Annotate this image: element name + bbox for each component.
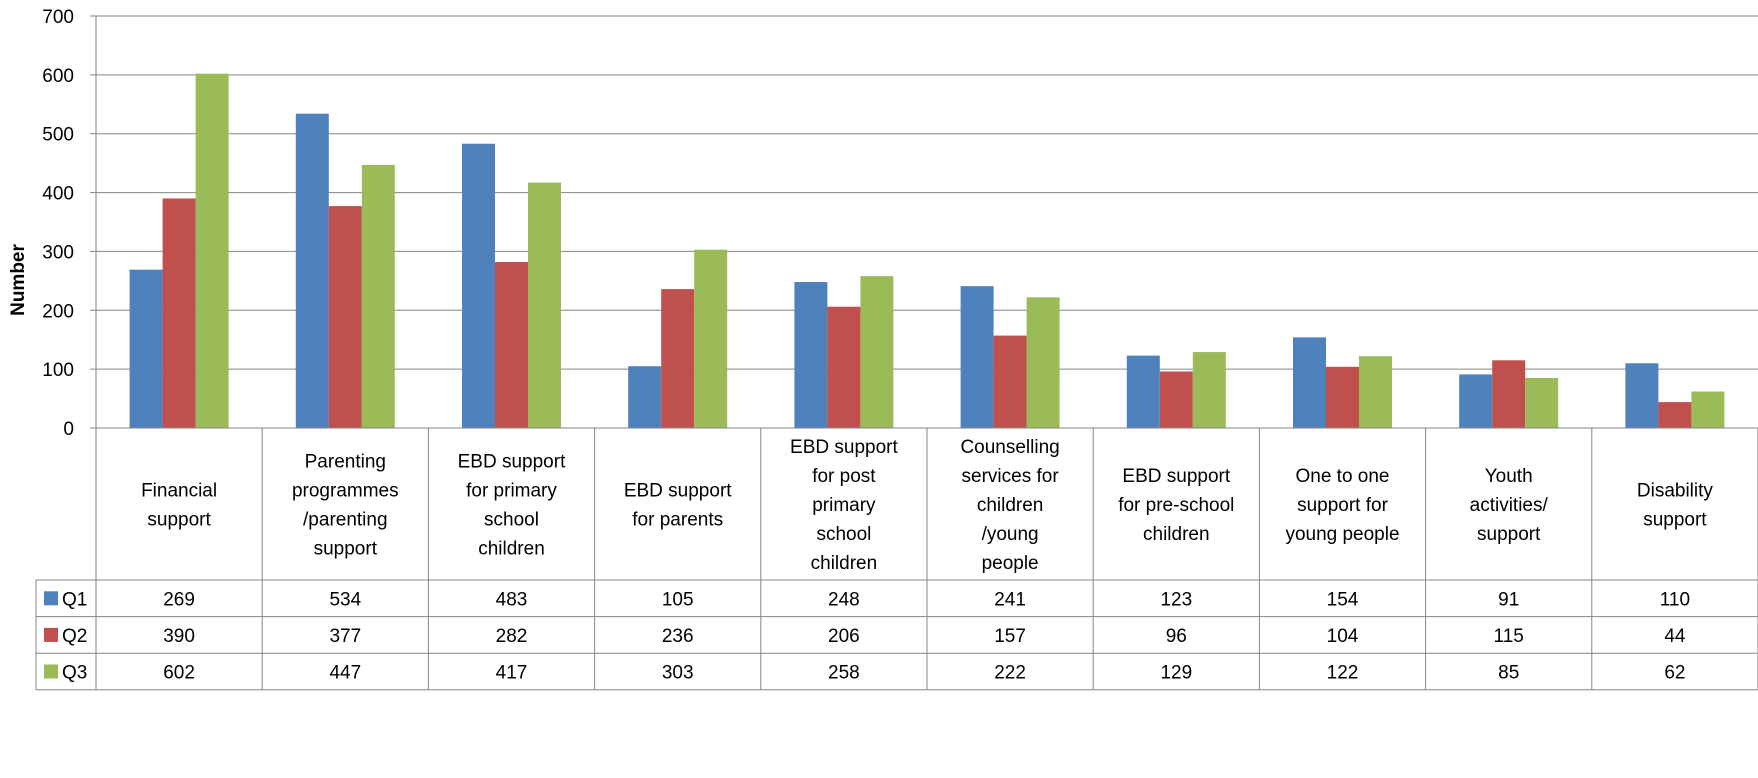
bar-q1 xyxy=(462,143,495,428)
data-label: 602 xyxy=(163,663,195,684)
y-tick-label: 300 xyxy=(42,242,74,263)
data-label: 534 xyxy=(329,589,361,610)
data-label: 248 xyxy=(828,589,860,610)
data-label: 282 xyxy=(496,626,528,647)
data-label: 115 xyxy=(1494,626,1524,647)
bar-q2 xyxy=(827,306,861,428)
bar-q2 xyxy=(495,262,528,428)
data-label: 206 xyxy=(828,626,860,647)
legend-label-q2: Q2 xyxy=(62,626,87,647)
data-label: 105 xyxy=(662,589,694,610)
y-tick-label: 400 xyxy=(42,184,74,205)
data-table: Financial support Parenting programmes/pare… xyxy=(35,427,1758,691)
category-label: EBD support for parents xyxy=(624,481,732,531)
y-axis: 0 100 200 300 400 500 600 700 xyxy=(42,7,97,440)
legend-swatch-q3 xyxy=(44,664,58,679)
data-label: 122 xyxy=(1327,663,1359,684)
bar-q3 xyxy=(1525,377,1559,428)
bar-q3 xyxy=(1691,391,1725,428)
bar-q2 xyxy=(1658,402,1692,428)
bar-q1 xyxy=(1625,363,1659,428)
data-label: 377 xyxy=(329,626,361,647)
category-label: EBD support for post primary school children xyxy=(790,437,898,574)
data-label: 44 xyxy=(1664,626,1686,647)
bar-q1 xyxy=(628,366,662,428)
y-tick-label: 700 xyxy=(42,7,74,28)
data-label: 96 xyxy=(1166,626,1187,647)
y-tick-label: 0 xyxy=(63,419,74,440)
category-label: EBD support for primary school children xyxy=(458,452,566,560)
data-label: 85 xyxy=(1498,663,1519,684)
bar-q2 xyxy=(993,335,1027,428)
bar-q3 xyxy=(361,164,395,428)
bar-q3 xyxy=(694,249,728,428)
category-label: Financial support xyxy=(141,481,217,531)
data-label: 104 xyxy=(1327,626,1359,647)
legend-label-q1: Q1 xyxy=(62,589,87,610)
y-tick-label: 100 xyxy=(42,360,74,381)
y-tick-label: 600 xyxy=(42,66,74,87)
data-label: 222 xyxy=(994,663,1026,684)
bars xyxy=(129,73,1725,429)
bar-q3 xyxy=(1192,352,1226,428)
data-label: 241 xyxy=(994,589,1026,610)
bar-q2 xyxy=(661,289,695,428)
category-label: Disability support xyxy=(1637,481,1714,531)
data-label: 236 xyxy=(662,626,694,647)
data-label: 303 xyxy=(662,663,694,684)
data-label: 258 xyxy=(828,663,860,684)
bar-q3 xyxy=(1026,297,1060,428)
bar-q2 xyxy=(162,198,196,428)
bar-q1 xyxy=(794,282,828,428)
data-label: 417 xyxy=(496,663,528,684)
data-label: 154 xyxy=(1327,589,1359,610)
bar-q1 xyxy=(295,113,329,429)
bar-q3 xyxy=(860,276,894,428)
data-label: 123 xyxy=(1160,589,1192,610)
category-label: Parenting programmes/parenting support xyxy=(292,452,399,560)
legend-label-q3: Q3 xyxy=(62,663,87,684)
data-label: 447 xyxy=(329,663,361,684)
bar-q1 xyxy=(960,286,994,428)
bar-q3 xyxy=(528,182,561,428)
bar-q2 xyxy=(1159,371,1193,428)
data-label: 269 xyxy=(163,589,195,610)
data-label: 157 xyxy=(994,626,1026,647)
y-tick-label: 200 xyxy=(42,301,74,322)
bar-q2 xyxy=(1326,366,1359,428)
bar-q2 xyxy=(1492,360,1526,428)
y-tick-label: 500 xyxy=(42,125,74,146)
data-label: 129 xyxy=(1160,663,1192,684)
legend-swatch-q2 xyxy=(44,627,58,642)
data-label: 91 xyxy=(1498,589,1519,610)
legend-swatch-q1 xyxy=(44,591,58,606)
category-label: One to one support for young people xyxy=(1285,466,1399,545)
category-label: Youth activities/support xyxy=(1470,466,1549,545)
bar-q2 xyxy=(328,206,362,428)
category-label: EBD support for pre-school children xyxy=(1118,466,1234,545)
data-label: 390 xyxy=(163,626,195,647)
data-label: 110 xyxy=(1660,589,1690,610)
bar-q1 xyxy=(1293,337,1326,428)
bar-q1 xyxy=(1459,374,1493,428)
bar-q3 xyxy=(195,73,229,429)
category-label: Counselling services for children/young peo… xyxy=(960,437,1059,574)
y-axis-title: Number xyxy=(8,244,29,316)
bar-q3 xyxy=(1359,356,1392,428)
bar-q1 xyxy=(1126,355,1160,428)
data-label: 483 xyxy=(496,589,528,610)
data-label: 62 xyxy=(1664,663,1685,684)
bar-q1 xyxy=(129,269,163,428)
